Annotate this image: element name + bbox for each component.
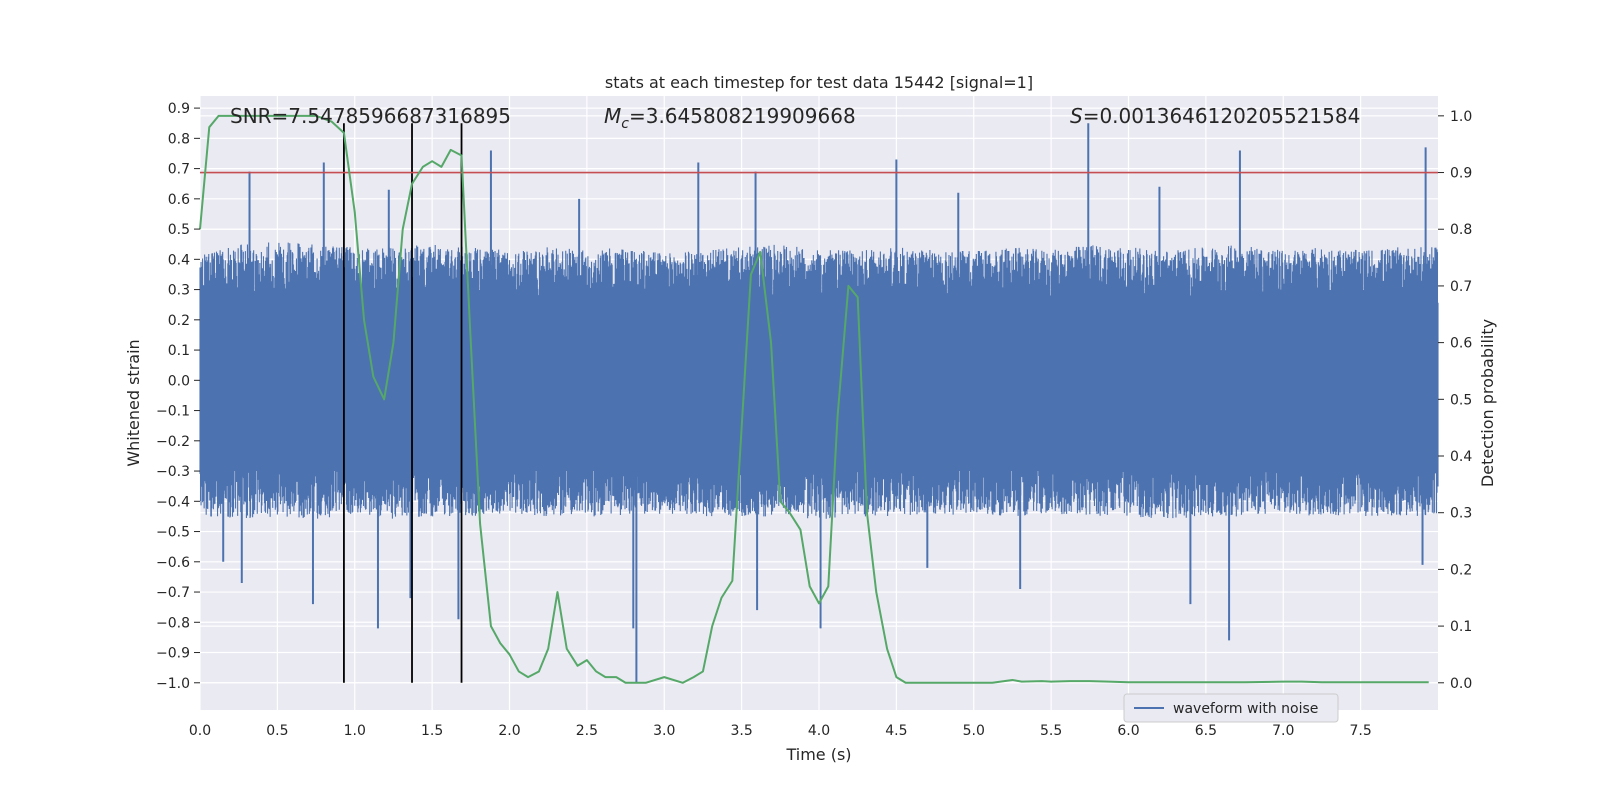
y-left-tick-label: 0.7 bbox=[168, 162, 190, 178]
y-left-tick-label: −0.4 bbox=[156, 494, 190, 510]
y-left-tick-label: 0.0 bbox=[168, 373, 190, 389]
x-axis-ticks: 0.0 0.5 1.0 1.5 2.0 2.5 3.0 3.5 4.0 4.5 5.0 5.5 6.0 6… bbox=[189, 723, 1372, 739]
x-tick-label: 7.0 bbox=[1272, 723, 1294, 739]
y-right-tick-label: 0.5 bbox=[1450, 392, 1472, 408]
probability-series bbox=[199, 114, 1429, 684]
x-tick-label: 7.5 bbox=[1349, 723, 1371, 739]
waveform-core bbox=[200, 295, 1438, 472]
chart-title: stats at each timestep for test data 154… bbox=[605, 73, 1033, 92]
y-right-axis-ticks: 1.0 0.9 0.8 0.7 0.6 0.5 0.4 0.3 0.2 0.1 0.0 bbox=[1438, 109, 1472, 692]
y-left-tick-label: 0.3 bbox=[168, 283, 190, 299]
probability-line bbox=[199, 114, 1429, 684]
legend-box bbox=[1123, 693, 1339, 723]
y-left-tick-label: −0.6 bbox=[156, 555, 190, 571]
y-left-tick-label: −0.8 bbox=[156, 615, 190, 631]
y-right-tick-label: 0.9 bbox=[1450, 166, 1472, 182]
s-symbol: S bbox=[1070, 104, 1083, 128]
y-right-tick-label: 0.4 bbox=[1450, 449, 1472, 465]
y-left-tick-label: −0.5 bbox=[156, 525, 190, 541]
chirp-mass-annotation: Mc=3.645808219909668 bbox=[604, 104, 856, 132]
x-tick-label: 2.5 bbox=[576, 723, 598, 739]
s-annotation: S=0.0013646120205521584 bbox=[1070, 104, 1360, 128]
x-tick-label: 6.0 bbox=[1117, 723, 1139, 739]
y-left-tick-label: 0.2 bbox=[168, 313, 190, 329]
x-tick-label: 4.5 bbox=[885, 723, 907, 739]
y-left-tick-label: 0.5 bbox=[168, 222, 190, 238]
y-left-tick-label: −0.3 bbox=[156, 464, 190, 480]
y-right-tick-label: 0.0 bbox=[1450, 676, 1472, 692]
x-tick-label: 5.5 bbox=[1040, 723, 1062, 739]
event-lines bbox=[343, 123, 463, 683]
y-left-tick-label: −0.2 bbox=[156, 434, 190, 450]
x-tick-label: 2.0 bbox=[498, 723, 520, 739]
x-axis-label: Time (s) bbox=[785, 745, 851, 764]
x-tick-label: 0.5 bbox=[266, 723, 288, 739]
x-tick-label: 5.0 bbox=[963, 723, 985, 739]
x-tick-label: 3.5 bbox=[730, 723, 752, 739]
y-left-tick-label: 0.6 bbox=[168, 192, 190, 208]
y-left-axis-label: Whitened strain bbox=[124, 339, 143, 466]
x-tick-label: 0.0 bbox=[189, 723, 211, 739]
x-tick-label: 6.5 bbox=[1195, 723, 1217, 739]
s-value: =0.0013646120205521584 bbox=[1083, 104, 1361, 128]
y-left-tick-label: 0.8 bbox=[168, 131, 190, 147]
x-tick-label: 1.0 bbox=[344, 723, 366, 739]
y-right-tick-label: 0.1 bbox=[1450, 619, 1472, 635]
y-right-tick-label: 0.7 bbox=[1450, 279, 1472, 295]
x-tick-label: 1.5 bbox=[421, 723, 443, 739]
waveform-series bbox=[199, 123, 1439, 683]
y-left-axis-ticks: 0.9 0.8 0.7 0.6 0.5 0.4 0.3 0.2 0.1 0.0 −0.1 −0.2 −0… bbox=[156, 101, 200, 692]
chirp-mass-symbol: M bbox=[604, 104, 621, 128]
snr-annotation: SNR=7.547859668731689​5 bbox=[230, 104, 511, 128]
y-left-tick-label: 0.4 bbox=[168, 252, 190, 268]
x-tick-label: 3.0 bbox=[653, 723, 675, 739]
legend: waveform with noise bbox=[1123, 693, 1339, 723]
legend-entry: waveform with noise bbox=[1173, 701, 1318, 717]
y-right-axis-label: Detection probability bbox=[1478, 319, 1497, 487]
y-right-tick-label: 0.8 bbox=[1450, 222, 1472, 238]
chirp-mass-subscript: c bbox=[621, 116, 629, 132]
y-left-tick-label: −0.7 bbox=[156, 585, 190, 601]
y-right-tick-label: 0.2 bbox=[1450, 562, 1472, 578]
y-right-tick-label: 0.3 bbox=[1450, 506, 1472, 522]
y-left-tick-label: 0.1 bbox=[168, 343, 190, 359]
y-left-tick-label: −1.0 bbox=[156, 676, 190, 692]
y-left-tick-label: −0.9 bbox=[156, 646, 190, 662]
y-right-tick-label: 0.6 bbox=[1450, 336, 1472, 352]
chirp-mass-value: =3.645808219909668 bbox=[629, 104, 856, 128]
y-left-tick-label: −0.1 bbox=[156, 404, 190, 420]
y-left-tick-label: 0.9 bbox=[168, 101, 190, 117]
x-tick-label: 4.0 bbox=[808, 723, 830, 739]
y-right-tick-label: 1.0 bbox=[1450, 109, 1472, 125]
